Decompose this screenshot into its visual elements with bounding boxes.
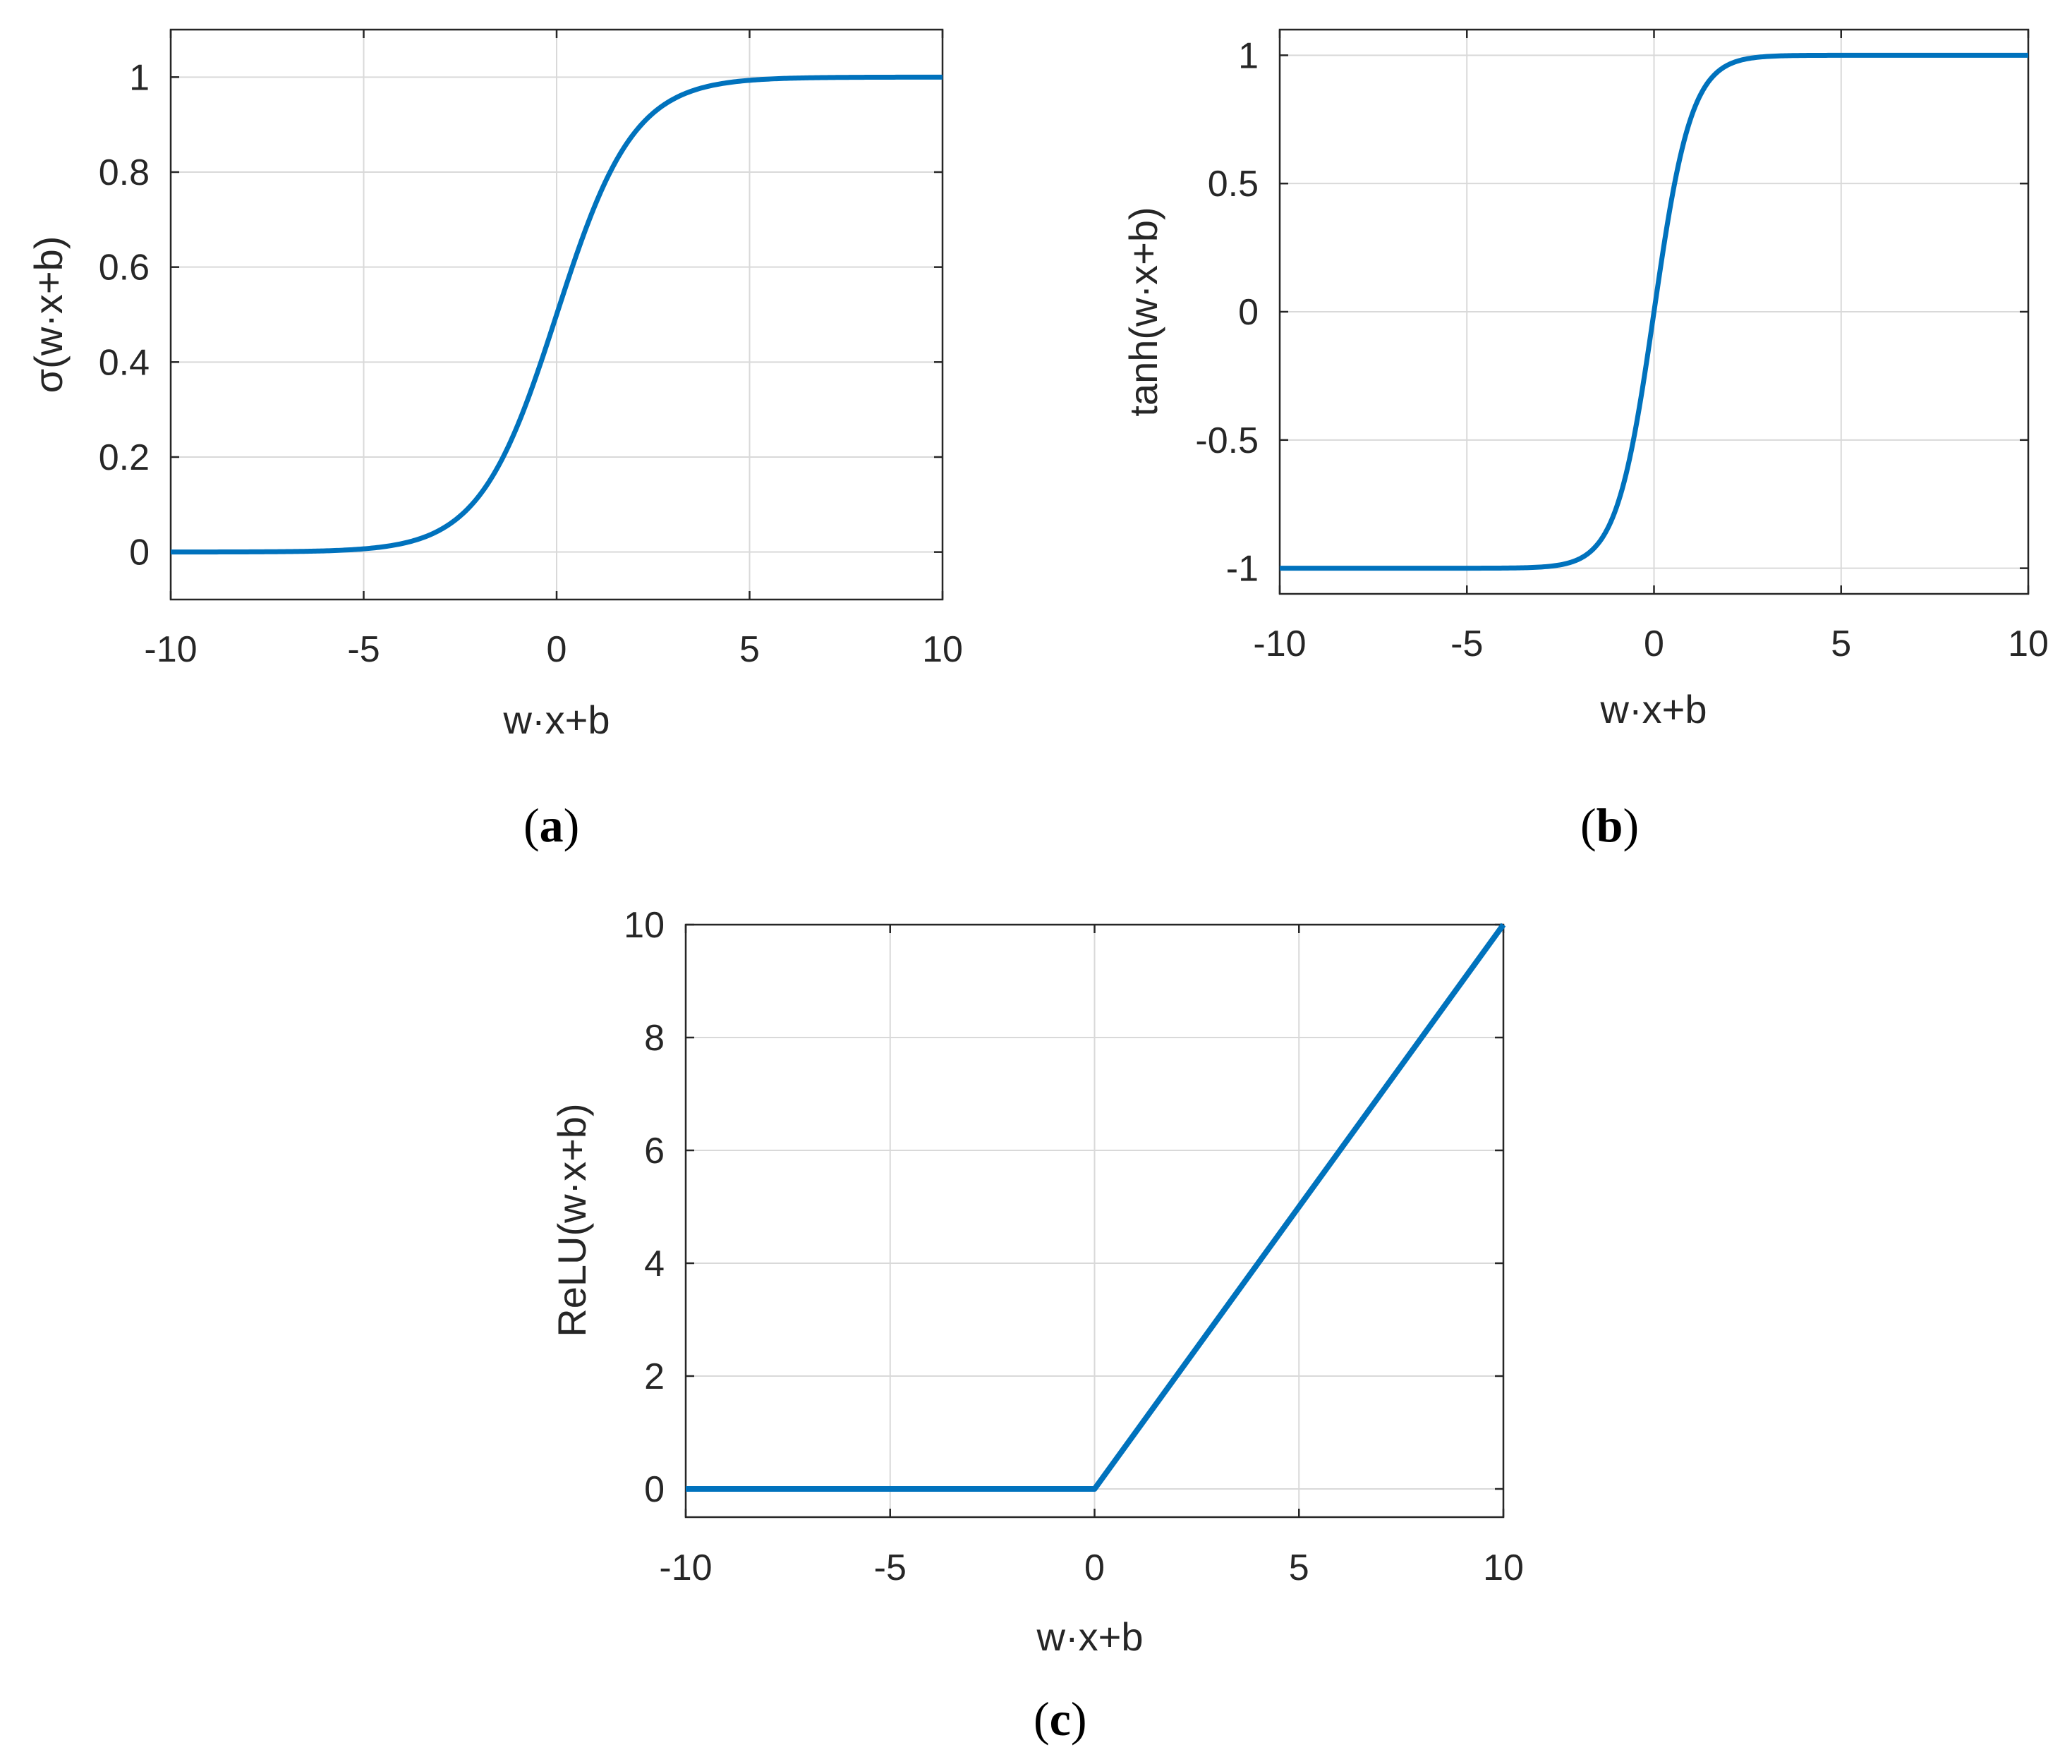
panel-c-ytick-label: 2 xyxy=(644,1356,665,1397)
panel-a-caption: (a) xyxy=(523,798,579,852)
panel-c-plot-box xyxy=(684,923,1505,1519)
panel-c-ytick-label: 4 xyxy=(644,1243,665,1284)
panel-c-xtick-label: 10 xyxy=(1483,1547,1524,1588)
panel-c-relu-curve xyxy=(684,923,1506,1492)
panel-a-xtick-label: -10 xyxy=(144,629,197,670)
panel-b-ytick-label: -1 xyxy=(1226,549,1259,590)
panel-c-y-axis-label: ReLU(w·x+b) xyxy=(550,1103,594,1337)
panel-b-tanh: -10 -5 0 5 10 -1-0.500.51 w·x+b tanh(w·x+b) … xyxy=(1121,28,2049,852)
panel-a-ytick-label: 0.4 xyxy=(99,342,150,383)
panel-c-xtick-labels: -10 -5 0 5 10 xyxy=(659,1547,1524,1588)
panel-a-ytick-label: 0.6 xyxy=(99,248,150,288)
panel-c-caption: (c) xyxy=(1034,1692,1087,1746)
panel-c-xtick-label: 0 xyxy=(1084,1547,1105,1588)
panel-a-x-axis-label: w·x+b xyxy=(503,698,610,742)
panel-a-xtick-labels: -10 -5 0 5 10 xyxy=(144,629,963,670)
panel-b-caption: (b) xyxy=(1580,798,1639,852)
panel-b-xtick-label: 10 xyxy=(2008,624,2049,664)
panel-a-ytick-label: 0.2 xyxy=(99,437,150,478)
panel-a-ytick-label: 0.8 xyxy=(99,152,150,193)
panel-c-xtick-label: -5 xyxy=(874,1547,907,1588)
panel-b-ytick-label: 1 xyxy=(1238,35,1259,76)
panel-b-xtick-label: -5 xyxy=(1450,624,1483,664)
panel-a-sigmoid-curve xyxy=(170,74,943,555)
panel-c-xtick-label: -10 xyxy=(659,1547,712,1588)
panel-b-xtick-label: -10 xyxy=(1253,624,1306,664)
panel-b-ytick-label: 0 xyxy=(1238,292,1259,333)
panel-b-xtick-labels: -10 -5 0 5 10 xyxy=(1253,624,2049,664)
panel-c-ytick-label: 10 xyxy=(624,905,665,946)
panel-a-xtick-label: 0 xyxy=(547,629,567,670)
panel-b-xtick-label: 5 xyxy=(1831,624,1851,664)
panel-c-x-axis-label: w·x+b xyxy=(1036,1614,1144,1659)
panel-a-xtick-label: -5 xyxy=(347,629,380,670)
panel-c-relu: -10 -5 0 5 10 0 2 4 6 8 10 w·x+b ReLU(w·x+b) (c) xyxy=(550,905,1524,1746)
panel-a-ytick-label: 0 xyxy=(129,533,150,573)
panel-b-xtick-label: 0 xyxy=(1644,624,1664,664)
panel-c-ytick-labels: 0 2 4 6 8 10 xyxy=(624,905,665,1510)
panel-a-ytick-labels: 0 0.2 0.4 0.6 0.8 1 xyxy=(99,57,150,573)
panel-c-ytick-label: 8 xyxy=(644,1018,665,1059)
panel-a-xtick-label: 10 xyxy=(922,629,963,670)
panel-a-sigmoid: -10 -5 0 5 10 00.20.40.60.81 w·x+b σ(w·x+b) … xyxy=(26,28,963,852)
panel-b-x-axis-label: w·x+b xyxy=(1600,687,1707,731)
panel-c-grid xyxy=(685,924,1504,1517)
panel-c-ytick-label: 6 xyxy=(644,1131,665,1172)
panel-a-ytick-label: 1 xyxy=(129,57,150,98)
panel-b-tanh-curve xyxy=(1279,52,2029,571)
panel-b-y-axis-label: tanh(w·x+b) xyxy=(1121,207,1165,416)
panel-a-y-axis-label: σ(w·x+b) xyxy=(26,236,71,394)
panel-c-xtick-label: 5 xyxy=(1289,1547,1309,1588)
panel-b-ytick-label: 0.5 xyxy=(1208,164,1259,205)
panel-c-ytick-label: 0 xyxy=(644,1469,665,1510)
panel-b-ytick-label: -0.5 xyxy=(1195,420,1259,461)
panel-b-plot-box xyxy=(1278,28,2030,595)
panel-b-ytick-labels: -1 -0.5 0 0.5 1 xyxy=(1195,35,1259,589)
panel-a-plot-box xyxy=(169,28,944,601)
panel-a-xtick-label: 5 xyxy=(739,629,760,670)
